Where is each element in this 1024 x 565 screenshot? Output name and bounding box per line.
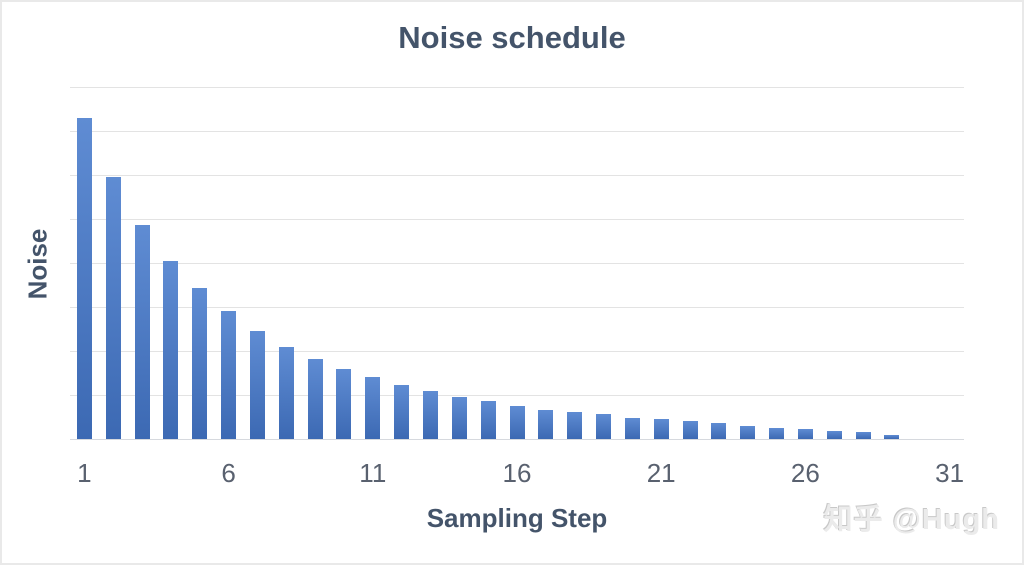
watermark: 知乎 @Hugh	[823, 504, 1000, 536]
bar-step-8	[278, 346, 294, 439]
bar-step-3	[134, 224, 150, 439]
gridline	[70, 307, 964, 308]
bar-step-26	[797, 428, 813, 439]
gridline	[70, 87, 964, 88]
bar-step-14	[451, 396, 467, 439]
x-tick-label-26: 26	[790, 458, 820, 488]
x-axis-title: Sampling Step	[426, 503, 608, 533]
bar-step-21	[653, 419, 669, 439]
bar-step-22	[682, 421, 698, 439]
gridline	[70, 219, 964, 220]
gridline	[70, 175, 964, 176]
bar-step-16	[509, 405, 525, 439]
chart-title: Noise schedule	[398, 20, 626, 55]
x-axis-tick-labels: 1 6 11 16 21 26 31	[70, 458, 964, 494]
gridline	[70, 131, 964, 132]
bar-step-7	[249, 331, 265, 439]
bar-step-25	[769, 427, 785, 439]
x-tick-label-21: 21	[646, 458, 676, 488]
bar-step-20	[624, 417, 640, 439]
bar-step-15	[480, 401, 496, 439]
bar-step-19	[596, 414, 612, 439]
bar-step-2	[105, 177, 121, 439]
bar-step-5	[192, 288, 208, 439]
x-tick-label-16: 16	[502, 458, 532, 488]
bar-step-12	[394, 385, 410, 439]
x-tick-label-6: 6	[221, 458, 236, 488]
bar-step-1	[76, 117, 92, 439]
x-tick-label-1: 1	[77, 458, 92, 488]
bar-step-11	[365, 377, 381, 439]
bar-step-18	[567, 411, 583, 439]
bar-step-23	[711, 422, 727, 439]
bar-step-13	[422, 391, 438, 439]
bar-step-29	[884, 434, 900, 439]
bar-step-28	[855, 432, 871, 439]
bar-step-6	[221, 311, 237, 439]
bar-step-4	[163, 260, 179, 439]
x-axis-line	[70, 439, 964, 440]
bar-step-9	[307, 358, 323, 439]
x-tick-label-31: 31	[935, 458, 965, 488]
bar-step-10	[336, 368, 352, 439]
x-tick-label-11: 11	[359, 458, 387, 488]
gridline	[70, 351, 964, 352]
gridline	[70, 395, 964, 396]
y-axis-title: Noise	[22, 228, 53, 300]
gridline	[70, 263, 964, 264]
plot-area	[70, 87, 964, 440]
bar-step-27	[826, 431, 842, 439]
bar-step-24	[740, 425, 756, 439]
bar-step-17	[538, 409, 554, 439]
